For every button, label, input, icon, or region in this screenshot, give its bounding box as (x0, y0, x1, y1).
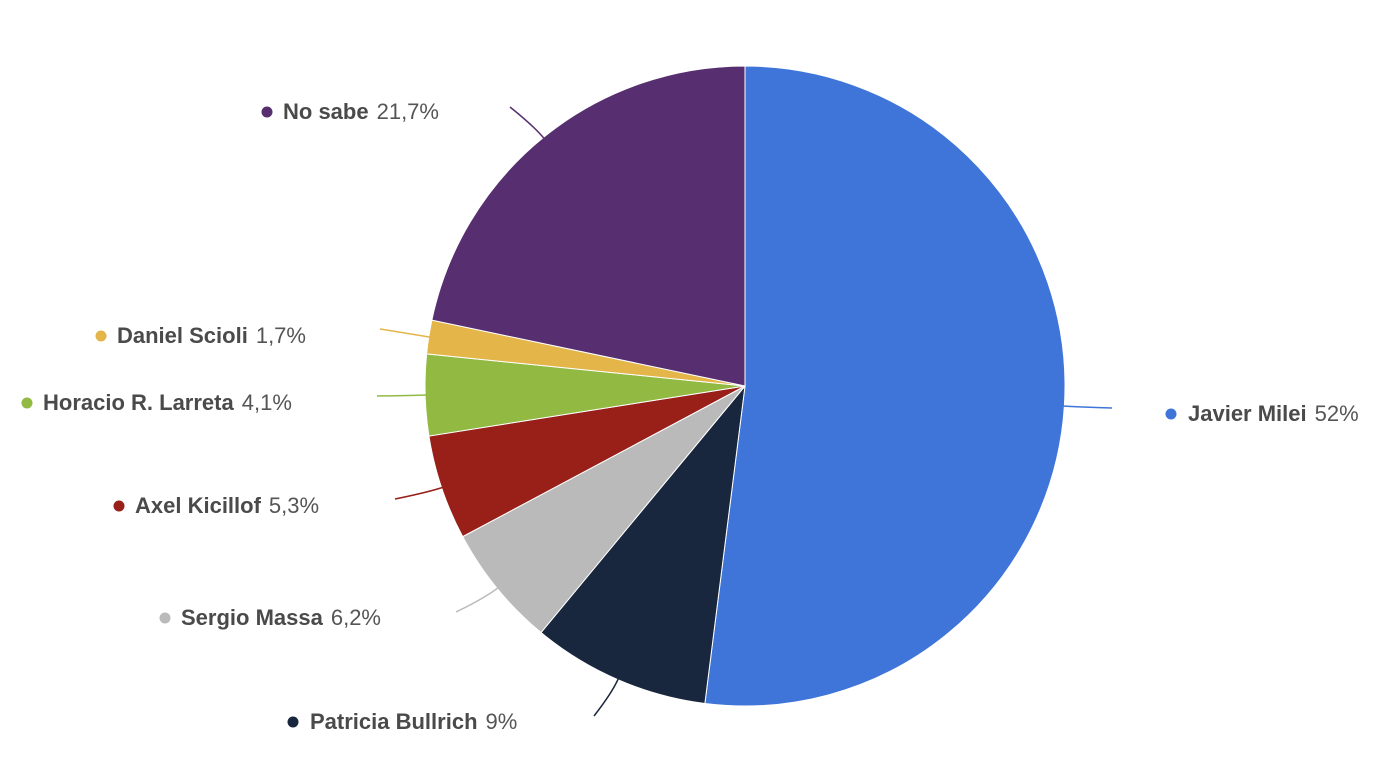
legend-dot-horacio-r-larreta (21, 397, 33, 409)
slice-labels: Javier Milei 52% Patricia Bullrich 9% Sergio… (21, 99, 1359, 734)
data-label-sergio-massa: Sergio Massa 6,2% (181, 605, 381, 630)
legend-dot-javier-milei (1165, 408, 1177, 420)
legend-dot-no-sabe (261, 106, 273, 118)
data-label-name: Sergio Massa (181, 605, 324, 630)
legend-dot-sergio-massa (159, 612, 171, 624)
data-label-name: Javier Milei (1188, 401, 1307, 426)
data-label-value: 21,7% (377, 99, 439, 124)
leader-line-patricia-bullrich (593, 677, 620, 717)
legend-dot-daniel-scioli (95, 330, 107, 342)
data-label-name: Axel Kicillof (135, 493, 262, 518)
data-label-value: 5,3% (269, 493, 319, 518)
data-label-daniel-scioli: Daniel Scioli 1,7% (117, 323, 306, 348)
data-label-javier-milei: Javier Milei 52% (1188, 401, 1359, 426)
data-label-horacio-r-larreta: Horacio R. Larreta 4,1% (43, 390, 292, 415)
legend-dot-axel-kicillof (113, 500, 125, 512)
leader-line-horacio-r-larreta (376, 394, 428, 397)
pie-slices (424, 65, 1066, 707)
leader-line-daniel-scioli (379, 328, 431, 338)
data-label-value: 6,2% (331, 605, 381, 630)
data-label-name: Horacio R. Larreta (43, 390, 234, 415)
leader-line-axel-kicillof (394, 486, 444, 500)
data-label-value: 52% (1315, 401, 1359, 426)
leader-line-javier-milei (1062, 405, 1113, 409)
data-label-name: Patricia Bullrich (310, 709, 478, 734)
pie-slice-javier-milei[interactable] (704, 65, 1066, 707)
legend-dot-patricia-bullrich (287, 716, 299, 728)
data-label-no-sabe: No sabe 21,7% (283, 99, 439, 124)
data-label-axel-kicillof: Axel Kicillof 5,3% (135, 493, 319, 518)
data-label-value: 9% (486, 709, 518, 734)
leader-line-sergio-massa (455, 586, 500, 613)
data-label-name: Daniel Scioli (117, 323, 248, 348)
leader-line-no-sabe (509, 106, 546, 140)
data-label-name: No sabe (283, 99, 369, 124)
data-label-value: 4,1% (242, 390, 292, 415)
leader-lines (376, 106, 1113, 717)
data-label-patricia-bullrich: Patricia Bullrich 9% (310, 709, 517, 734)
data-label-value: 1,7% (256, 323, 306, 348)
